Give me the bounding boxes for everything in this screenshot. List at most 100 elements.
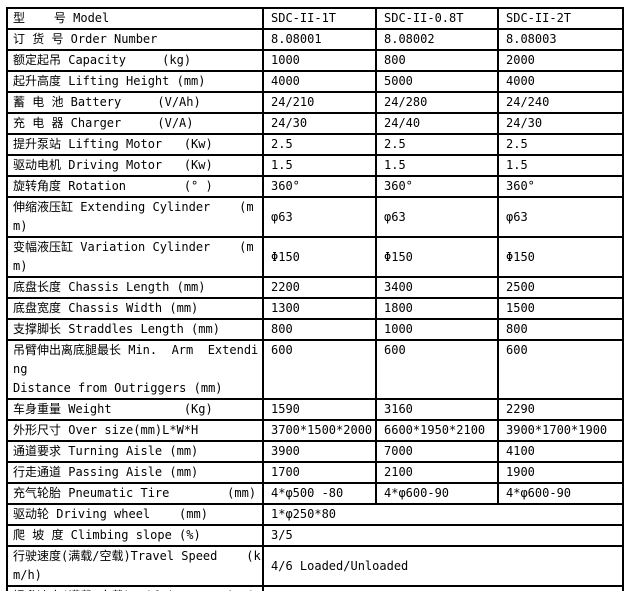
spec-label-model: 型 号 Model bbox=[6, 7, 264, 30]
spec-label: 订 货 号 Order Number bbox=[6, 28, 264, 51]
spec-value: 1.5 bbox=[262, 154, 377, 177]
spec-value: 1000 bbox=[262, 49, 377, 72]
spec-value: 3400 bbox=[375, 276, 499, 299]
table-row-travel-speed: 行驶速度(满载/空载)Travel Speed (km/h) 4/6 Loade… bbox=[6, 545, 624, 587]
table-row-driving-motor: 驱动电机 Driving Motor (Kw) 1.5 1.5 1.5 bbox=[6, 154, 624, 177]
spec-value: 360° bbox=[375, 175, 499, 198]
table-row-variation-cylinder: 变幅液压缸 Variation Cylinder (mm) Φ150 Φ150 … bbox=[6, 236, 624, 278]
table-row-over-size: 外形尺寸 Over size(mm)L*W*H 3700*1500*2000 6… bbox=[6, 419, 624, 442]
spec-value: 800 bbox=[375, 49, 499, 72]
spec-label: 提升泵站 Lifting Motor (Kw) bbox=[6, 133, 264, 156]
spec-value: 1*φ250*80 bbox=[262, 503, 624, 526]
spec-value: 4000 bbox=[262, 70, 377, 93]
spec-value: 3/5 bbox=[262, 524, 624, 547]
spec-value: 3700*1500*2000 bbox=[262, 419, 377, 442]
spec-value: 1500 bbox=[497, 297, 624, 320]
spec-value: φ63 bbox=[497, 196, 624, 238]
spec-value: 4*φ600-90 bbox=[497, 482, 624, 505]
spec-label: 驱动电机 Driving Motor (Kw) bbox=[6, 154, 264, 177]
spec-value: 1900 bbox=[497, 461, 624, 484]
table-row-passing-aisle: 行走通道 Passing Aisle (mm) 1700 2100 1900 bbox=[6, 461, 624, 484]
spec-label: 提升速度(满载/空载) Lifting Speed (mm/s) bbox=[6, 585, 264, 591]
spec-value: φ63 bbox=[262, 196, 377, 238]
spec-label: 旋转角度 Rotation (° ) bbox=[6, 175, 264, 198]
spec-label: 充气轮胎 Pneumatic Tire (mm) bbox=[6, 482, 264, 505]
spec-value: 24/30 bbox=[497, 112, 624, 135]
spec-label: 底盘宽度 Chassis Width (mm) bbox=[6, 297, 264, 320]
spec-value: 4*φ600-90 bbox=[375, 482, 499, 505]
spec-value: 24/210 bbox=[262, 91, 377, 114]
spec-label: 吊臂伸出离底腿最长 Min. Arm Extending Distance fr… bbox=[6, 339, 264, 400]
spec-label: 额定起吊 Capacity (kg) bbox=[6, 49, 264, 72]
spec-value: 2500 bbox=[497, 276, 624, 299]
spec-label: 通道要求 Turning Aisle (mm) bbox=[6, 440, 264, 463]
spec-value: 24/40 bbox=[375, 112, 499, 135]
spec-value: 4100 bbox=[497, 440, 624, 463]
table-row-driving-wheel: 驱动轮 Driving wheel (mm) 1*φ250*80 bbox=[6, 503, 624, 526]
spec-value: 1800 bbox=[375, 297, 499, 320]
spec-label: 支撑脚长 Straddles Length (mm) bbox=[6, 318, 264, 341]
table-row-climbing-slope: 爬 坡 度 Climbing slope (%) 3/5 bbox=[6, 524, 624, 547]
model-name: SDC-II-0.8T bbox=[375, 7, 499, 30]
spec-label: 蓄 电 池 Battery (V/Ah) bbox=[6, 91, 264, 114]
spec-value: 3160 bbox=[375, 398, 499, 421]
spec-value: 45/50 Loaded/Unloaded bbox=[262, 585, 624, 591]
spec-value: 3900*1700*1900 bbox=[497, 419, 624, 442]
spec-value: 8.08002 bbox=[375, 28, 499, 51]
spec-value: Φ150 bbox=[497, 236, 624, 278]
table-row-lifting-height: 起升高度 Lifting Height (mm) 4000 5000 4000 bbox=[6, 70, 624, 93]
table-row-order-number: 订 货 号 Order Number 8.08001 8.08002 8.080… bbox=[6, 28, 624, 51]
spec-value: 2.5 bbox=[262, 133, 377, 156]
table-row-charger: 充 电 器 Charger (V/A) 24/30 24/40 24/30 bbox=[6, 112, 624, 135]
spec-value: 24/30 bbox=[262, 112, 377, 135]
spec-label: 变幅液压缸 Variation Cylinder (mm) bbox=[6, 236, 264, 278]
spec-value: 600 bbox=[375, 339, 499, 400]
table-row-lifting-motor: 提升泵站 Lifting Motor (Kw) 2.5 2.5 2.5 bbox=[6, 133, 624, 156]
table-row-model: 型 号 Model SDC-II-1T SDC-II-0.8T SDC-II-2… bbox=[6, 7, 624, 30]
table-row-capacity: 额定起吊 Capacity (kg) 1000 800 2000 bbox=[6, 49, 624, 72]
spec-label: 行驶速度(满载/空载)Travel Speed (km/h) bbox=[6, 545, 264, 587]
spec-value: 4*φ500 -80 bbox=[262, 482, 377, 505]
spec-value: φ63 bbox=[375, 196, 499, 238]
spec-value: 1.5 bbox=[497, 154, 624, 177]
spec-value: 5000 bbox=[375, 70, 499, 93]
spec-label: 爬 坡 度 Climbing slope (%) bbox=[6, 524, 264, 547]
spec-label: 伸缩液压缸 Extending Cylinder (mm) bbox=[6, 196, 264, 238]
table-row-rotation: 旋转角度 Rotation (° ) 360° 360° 360° bbox=[6, 175, 624, 198]
spec-value: 1700 bbox=[262, 461, 377, 484]
spec-value: 800 bbox=[497, 318, 624, 341]
spec-value: Φ150 bbox=[262, 236, 377, 278]
spec-value: 2100 bbox=[375, 461, 499, 484]
table-row-straddles-length: 支撑脚长 Straddles Length (mm) 800 1000 800 bbox=[6, 318, 624, 341]
spec-value: 1590 bbox=[262, 398, 377, 421]
spec-value: 600 bbox=[262, 339, 377, 400]
spec-value: 2000 bbox=[497, 49, 624, 72]
spec-value: 8.08003 bbox=[497, 28, 624, 51]
spec-value: 600 bbox=[497, 339, 624, 400]
spec-value: 2.5 bbox=[497, 133, 624, 156]
spec-value: 24/280 bbox=[375, 91, 499, 114]
table-row-weight: 车身重量 Weight (Kg) 1590 3160 2290 bbox=[6, 398, 624, 421]
table-row-arm-extending-distance: 吊臂伸出离底腿最长 Min. Arm Extending Distance fr… bbox=[6, 339, 624, 400]
spec-label: 充 电 器 Charger (V/A) bbox=[6, 112, 264, 135]
table-row-battery: 蓄 电 池 Battery (V/Ah) 24/210 24/280 24/24… bbox=[6, 91, 624, 114]
spec-label: 起升高度 Lifting Height (mm) bbox=[6, 70, 264, 93]
table-row-lifting-speed: 提升速度(满载/空载) Lifting Speed (mm/s) 45/50 L… bbox=[6, 585, 624, 591]
spec-value: 800 bbox=[262, 318, 377, 341]
spec-value: 4/6 Loaded/Unloaded bbox=[262, 545, 624, 587]
spec-value: 8.08001 bbox=[262, 28, 377, 51]
spec-label: 驱动轮 Driving wheel (mm) bbox=[6, 503, 264, 526]
spec-label: 外形尺寸 Over size(mm)L*W*H bbox=[6, 419, 264, 442]
spec-table: 型 号 Model SDC-II-1T SDC-II-0.8T SDC-II-2… bbox=[6, 7, 624, 591]
spec-value: 2290 bbox=[497, 398, 624, 421]
table-row-pneumatic-tire: 充气轮胎 Pneumatic Tire (mm) 4*φ500 -80 4*φ6… bbox=[6, 482, 624, 505]
model-name: SDC-II-1T bbox=[262, 7, 377, 30]
spec-value: 24/240 bbox=[497, 91, 624, 114]
spec-value: 1000 bbox=[375, 318, 499, 341]
spec-value: 2.5 bbox=[375, 133, 499, 156]
spec-value: 1.5 bbox=[375, 154, 499, 177]
spec-value: 1300 bbox=[262, 297, 377, 320]
model-name: SDC-II-2T bbox=[497, 7, 624, 30]
spec-value: Φ150 bbox=[375, 236, 499, 278]
